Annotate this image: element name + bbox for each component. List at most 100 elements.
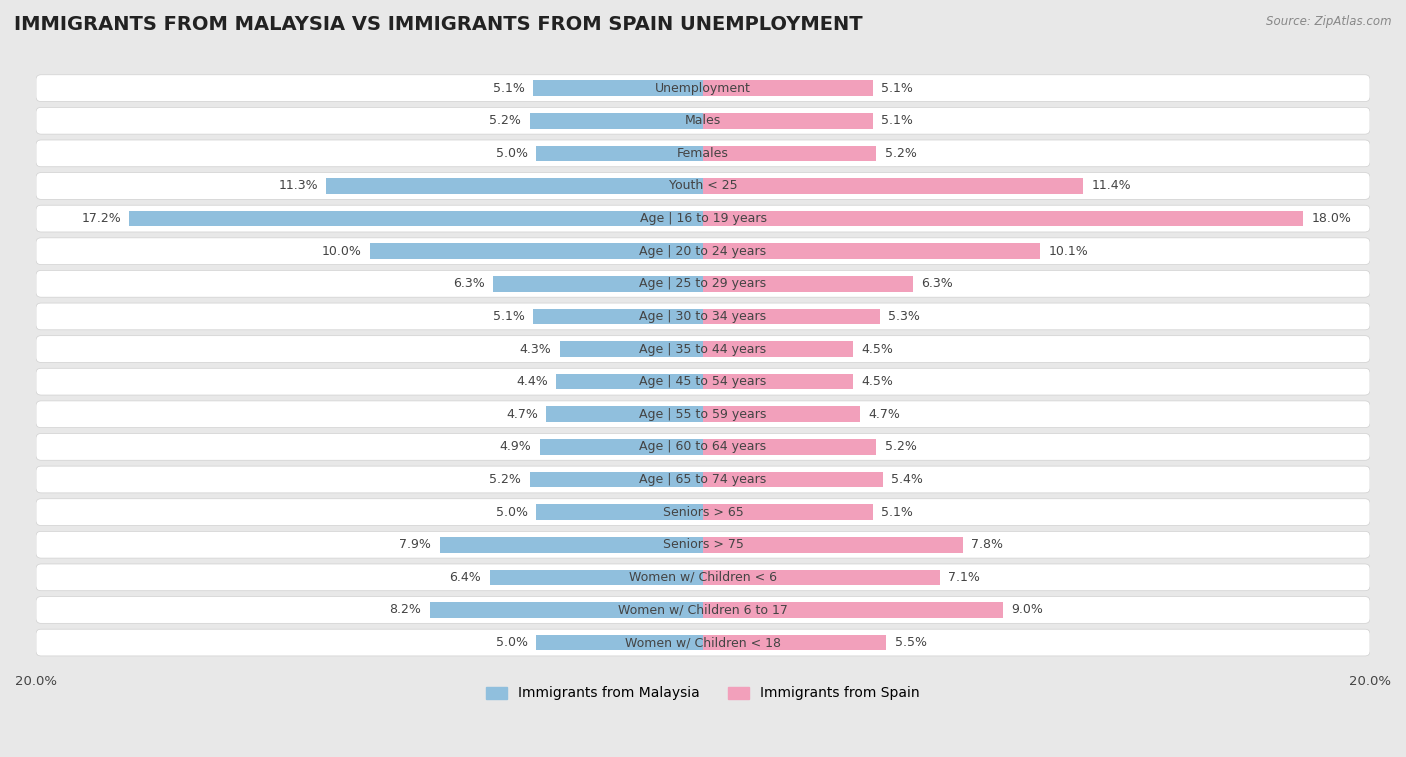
Bar [703, 178, 1083, 194]
Bar [703, 472, 883, 488]
Bar [326, 178, 703, 194]
Bar [440, 537, 703, 553]
Text: 4.3%: 4.3% [519, 343, 551, 356]
Bar [703, 244, 1040, 259]
Bar [530, 472, 703, 488]
Bar [703, 407, 859, 422]
Bar [703, 374, 853, 390]
Text: 5.1%: 5.1% [882, 82, 914, 95]
FancyBboxPatch shape [37, 434, 1369, 460]
Bar [547, 407, 703, 422]
Text: IMMIGRANTS FROM MALAYSIA VS IMMIGRANTS FROM SPAIN UNEMPLOYMENT: IMMIGRANTS FROM MALAYSIA VS IMMIGRANTS F… [14, 15, 863, 34]
Text: 5.2%: 5.2% [489, 114, 522, 127]
Text: 5.0%: 5.0% [496, 147, 527, 160]
Bar [703, 569, 939, 585]
Bar [703, 341, 853, 357]
Bar [703, 80, 873, 96]
FancyBboxPatch shape [37, 629, 1369, 656]
Bar [429, 602, 703, 618]
FancyBboxPatch shape [37, 335, 1369, 363]
Text: 6.3%: 6.3% [921, 277, 953, 291]
Text: 11.3%: 11.3% [278, 179, 318, 192]
Text: 5.1%: 5.1% [882, 114, 914, 127]
Text: 4.5%: 4.5% [862, 375, 893, 388]
Bar [494, 276, 703, 291]
Bar [536, 145, 703, 161]
Text: 4.7%: 4.7% [868, 408, 900, 421]
Bar [370, 244, 703, 259]
Text: 5.1%: 5.1% [492, 82, 524, 95]
FancyBboxPatch shape [37, 270, 1369, 298]
FancyBboxPatch shape [37, 531, 1369, 558]
Text: Women w/ Children < 18: Women w/ Children < 18 [626, 636, 780, 649]
Bar [703, 113, 873, 129]
Bar [703, 634, 886, 650]
Text: 5.0%: 5.0% [496, 506, 527, 519]
Text: 9.0%: 9.0% [1011, 603, 1043, 616]
Bar [703, 210, 1303, 226]
Text: 5.2%: 5.2% [884, 441, 917, 453]
Text: Age | 20 to 24 years: Age | 20 to 24 years [640, 245, 766, 257]
Text: Females: Females [678, 147, 728, 160]
Text: Women w/ Children < 6: Women w/ Children < 6 [628, 571, 778, 584]
FancyBboxPatch shape [37, 75, 1369, 101]
Bar [703, 276, 912, 291]
FancyBboxPatch shape [37, 369, 1369, 395]
Text: 4.9%: 4.9% [499, 441, 531, 453]
Bar [703, 602, 1002, 618]
Bar [129, 210, 703, 226]
Text: 5.4%: 5.4% [891, 473, 924, 486]
Text: 5.1%: 5.1% [492, 310, 524, 323]
FancyBboxPatch shape [37, 205, 1369, 232]
Text: 5.3%: 5.3% [889, 310, 920, 323]
Text: 17.2%: 17.2% [82, 212, 121, 225]
Text: 4.5%: 4.5% [862, 343, 893, 356]
FancyBboxPatch shape [37, 140, 1369, 167]
Text: 11.4%: 11.4% [1091, 179, 1132, 192]
Text: Source: ZipAtlas.com: Source: ZipAtlas.com [1267, 15, 1392, 28]
Bar [703, 439, 876, 455]
Text: Age | 25 to 29 years: Age | 25 to 29 years [640, 277, 766, 291]
Text: 18.0%: 18.0% [1312, 212, 1351, 225]
Text: 7.9%: 7.9% [399, 538, 432, 551]
FancyBboxPatch shape [37, 303, 1369, 330]
Text: Seniors > 75: Seniors > 75 [662, 538, 744, 551]
Text: Age | 16 to 19 years: Age | 16 to 19 years [640, 212, 766, 225]
Bar [533, 309, 703, 324]
Text: 7.1%: 7.1% [948, 571, 980, 584]
FancyBboxPatch shape [37, 499, 1369, 525]
Text: 5.2%: 5.2% [884, 147, 917, 160]
Text: 6.3%: 6.3% [453, 277, 485, 291]
Bar [533, 80, 703, 96]
Text: Age | 30 to 34 years: Age | 30 to 34 years [640, 310, 766, 323]
Text: 5.1%: 5.1% [882, 506, 914, 519]
FancyBboxPatch shape [37, 597, 1369, 623]
Bar [703, 145, 876, 161]
FancyBboxPatch shape [37, 466, 1369, 493]
Text: 5.5%: 5.5% [894, 636, 927, 649]
FancyBboxPatch shape [37, 238, 1369, 265]
Text: Women w/ Children 6 to 17: Women w/ Children 6 to 17 [619, 603, 787, 616]
Bar [703, 309, 880, 324]
Legend: Immigrants from Malaysia, Immigrants from Spain: Immigrants from Malaysia, Immigrants fro… [481, 681, 925, 706]
FancyBboxPatch shape [37, 564, 1369, 590]
Text: Age | 65 to 74 years: Age | 65 to 74 years [640, 473, 766, 486]
Bar [530, 113, 703, 129]
Text: Age | 35 to 44 years: Age | 35 to 44 years [640, 343, 766, 356]
Text: Age | 55 to 59 years: Age | 55 to 59 years [640, 408, 766, 421]
FancyBboxPatch shape [37, 173, 1369, 199]
Text: Youth < 25: Youth < 25 [669, 179, 737, 192]
Bar [557, 374, 703, 390]
FancyBboxPatch shape [37, 401, 1369, 428]
Text: 4.7%: 4.7% [506, 408, 538, 421]
Bar [536, 504, 703, 520]
Bar [560, 341, 703, 357]
Text: 10.0%: 10.0% [322, 245, 361, 257]
FancyBboxPatch shape [37, 107, 1369, 134]
Text: Seniors > 65: Seniors > 65 [662, 506, 744, 519]
Text: Age | 45 to 54 years: Age | 45 to 54 years [640, 375, 766, 388]
Bar [536, 634, 703, 650]
Text: 10.1%: 10.1% [1047, 245, 1088, 257]
Text: 4.4%: 4.4% [516, 375, 548, 388]
Text: 6.4%: 6.4% [450, 571, 481, 584]
